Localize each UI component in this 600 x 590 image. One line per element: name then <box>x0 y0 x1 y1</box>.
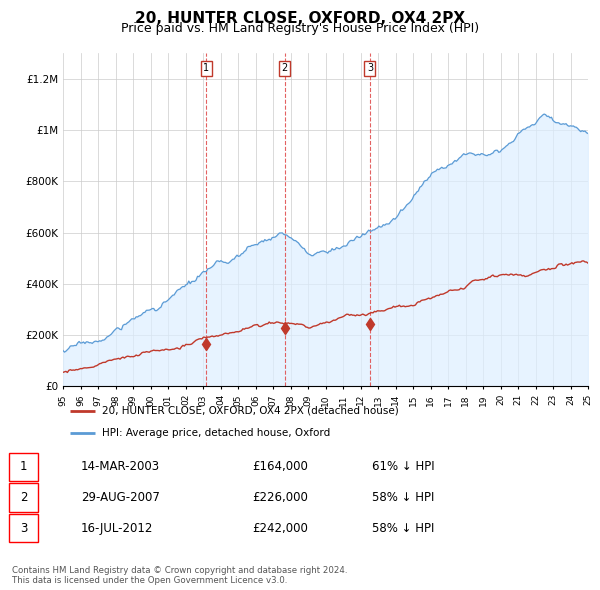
Text: 58% ↓ HPI: 58% ↓ HPI <box>372 522 434 535</box>
Text: 20, HUNTER CLOSE, OXFORD, OX4 2PX: 20, HUNTER CLOSE, OXFORD, OX4 2PX <box>135 11 465 25</box>
Text: 20, HUNTER CLOSE, OXFORD, OX4 2PX (detached house): 20, HUNTER CLOSE, OXFORD, OX4 2PX (detac… <box>102 405 398 415</box>
Text: 3: 3 <box>367 63 373 73</box>
Text: HPI: Average price, detached house, Oxford: HPI: Average price, detached house, Oxfo… <box>102 428 330 438</box>
Text: 58% ↓ HPI: 58% ↓ HPI <box>372 491 434 504</box>
Text: Price paid vs. HM Land Registry's House Price Index (HPI): Price paid vs. HM Land Registry's House … <box>121 22 479 35</box>
Text: 2: 2 <box>281 63 287 73</box>
Text: 1: 1 <box>20 460 27 473</box>
Text: 29-AUG-2007: 29-AUG-2007 <box>81 491 160 504</box>
Text: 14-MAR-2003: 14-MAR-2003 <box>81 460 160 473</box>
Text: £164,000: £164,000 <box>252 460 308 473</box>
Text: 61% ↓ HPI: 61% ↓ HPI <box>372 460 434 473</box>
Text: 16-JUL-2012: 16-JUL-2012 <box>81 522 154 535</box>
Text: £242,000: £242,000 <box>252 522 308 535</box>
Text: 2: 2 <box>20 491 27 504</box>
Text: 1: 1 <box>203 63 209 73</box>
Text: Contains HM Land Registry data © Crown copyright and database right 2024.
This d: Contains HM Land Registry data © Crown c… <box>12 566 347 585</box>
Text: £226,000: £226,000 <box>252 491 308 504</box>
Text: 3: 3 <box>20 522 27 535</box>
